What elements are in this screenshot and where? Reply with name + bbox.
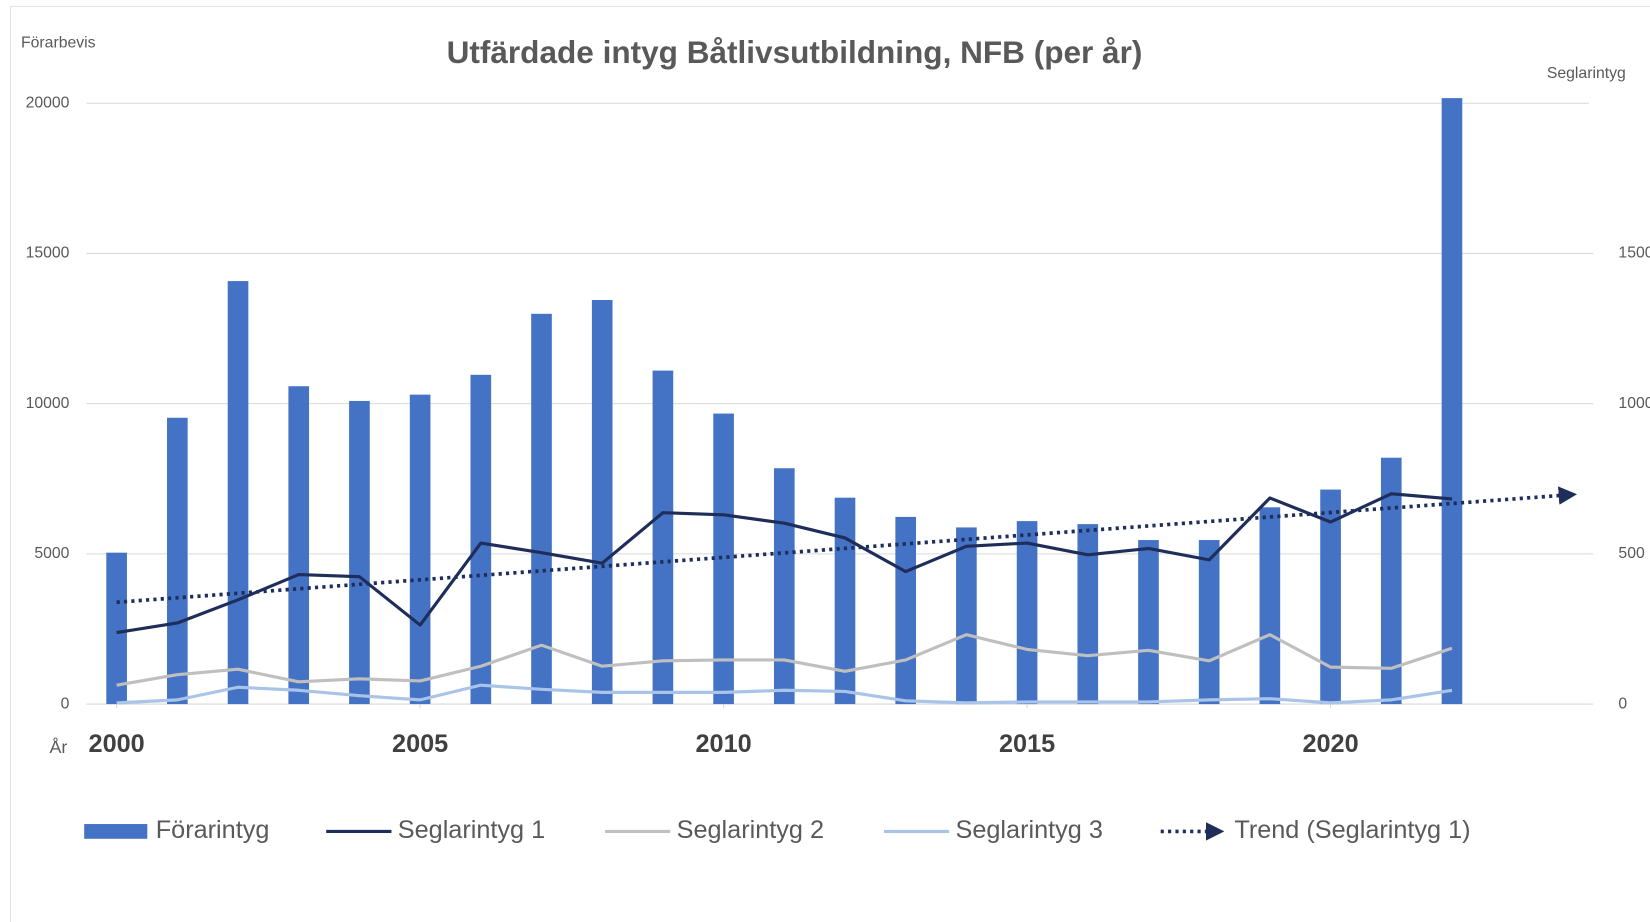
legend-swatch — [84, 824, 148, 839]
bar — [1138, 540, 1159, 705]
bar — [349, 400, 370, 705]
bar — [1077, 524, 1099, 705]
bar — [713, 413, 734, 705]
bar — [409, 394, 431, 705]
bar — [1320, 489, 1341, 705]
bar — [1380, 457, 1402, 705]
y2-tick-label: 500 — [1618, 545, 1645, 562]
bar — [1016, 521, 1038, 705]
legend-label: Seglarintyg 2 — [677, 816, 824, 844]
bar — [834, 497, 856, 705]
x-tick-label: 2020 — [1302, 730, 1358, 758]
bar — [591, 300, 613, 705]
line-series — [116, 633, 1453, 687]
bar — [470, 374, 492, 705]
bar — [773, 468, 795, 705]
x-tick-label: 2000 — [89, 730, 145, 758]
bar — [227, 281, 249, 705]
bar — [106, 552, 127, 705]
x-tick-label: 2015 — [999, 730, 1055, 758]
y2-tick-label: 1500 — [1618, 245, 1650, 262]
y-tick-label: 5000 — [34, 545, 69, 562]
y2-axis-label: Seglarintyg — [1547, 65, 1626, 82]
bar — [1198, 540, 1220, 705]
legend-label: Förarintyg — [156, 816, 270, 844]
bar — [167, 417, 188, 705]
x-tick-label: 2005 — [392, 730, 448, 758]
bar — [288, 386, 310, 705]
trend-line — [116, 486, 1578, 605]
legend-label: Trend (Seglarintyg 1) — [1234, 816, 1470, 844]
legend-label: Seglarintyg 3 — [955, 816, 1102, 844]
bar — [652, 370, 674, 705]
bar — [531, 313, 552, 705]
bar — [1441, 98, 1463, 705]
y-axis-label: Förarbevis — [21, 34, 96, 51]
y-tick-label: 15000 — [26, 245, 70, 262]
x-tick-label: 2010 — [696, 730, 752, 758]
line-series — [116, 492, 1453, 635]
x-axis-label: År — [49, 737, 67, 757]
y-tick-label: 0 — [61, 695, 70, 712]
y2-tick-label: 0 — [1618, 695, 1627, 712]
y-tick-label: 20000 — [26, 94, 70, 111]
legend-label: Seglarintyg 1 — [398, 816, 545, 844]
bar — [1259, 507, 1281, 705]
line-series — [116, 683, 1453, 705]
y2-tick-label: 1000 — [1618, 395, 1650, 412]
chart-border — [9, 5, 1650, 922]
y-tick-label: 10000 — [26, 395, 70, 412]
chart-title: Utfärdade intyg Båtlivsutbildning, NFB (… — [447, 34, 1143, 70]
bar — [956, 527, 977, 705]
